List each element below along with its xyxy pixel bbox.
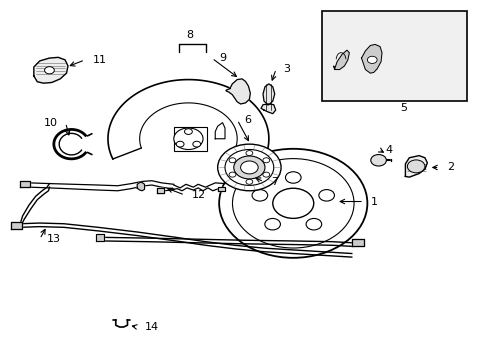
Circle shape [224,149,273,185]
Circle shape [318,190,334,201]
Polygon shape [11,222,21,229]
Circle shape [263,172,269,177]
Circle shape [264,219,280,230]
Polygon shape [225,79,250,104]
Text: 14: 14 [144,322,158,332]
Text: 1: 1 [370,197,378,207]
Polygon shape [405,156,427,177]
Text: 11: 11 [92,55,106,65]
FancyBboxPatch shape [321,12,466,101]
Polygon shape [20,181,30,187]
Circle shape [263,158,269,163]
Circle shape [192,141,200,147]
Polygon shape [261,104,275,114]
Circle shape [173,128,203,149]
Polygon shape [217,187,224,192]
Circle shape [245,150,252,156]
Circle shape [233,156,264,179]
Polygon shape [263,84,274,105]
Circle shape [407,160,424,173]
Circle shape [251,190,267,201]
FancyBboxPatch shape [173,127,206,151]
Text: 12: 12 [192,190,206,200]
Polygon shape [351,239,363,246]
Text: 3: 3 [283,64,290,74]
Polygon shape [157,188,163,193]
Circle shape [228,172,235,177]
Circle shape [240,161,258,174]
Polygon shape [361,44,381,73]
Polygon shape [34,57,68,83]
Circle shape [245,179,252,184]
Circle shape [219,149,366,258]
Circle shape [44,67,54,74]
Polygon shape [333,50,348,69]
Text: 13: 13 [47,234,61,244]
Circle shape [228,158,235,163]
Text: 7: 7 [271,177,278,187]
Polygon shape [137,183,144,191]
Circle shape [272,188,313,219]
Text: 5: 5 [400,103,407,113]
Circle shape [366,56,376,63]
Text: 9: 9 [219,53,226,63]
Text: 4: 4 [385,144,392,154]
Text: 6: 6 [244,115,251,125]
Text: 10: 10 [44,118,58,128]
Circle shape [176,141,183,147]
Circle shape [285,172,301,183]
Circle shape [305,219,321,230]
Circle shape [184,129,192,134]
Circle shape [217,144,281,191]
Polygon shape [157,188,163,193]
Text: 2: 2 [446,162,453,172]
Text: 8: 8 [186,30,193,40]
Circle shape [370,154,386,166]
Polygon shape [96,234,104,241]
